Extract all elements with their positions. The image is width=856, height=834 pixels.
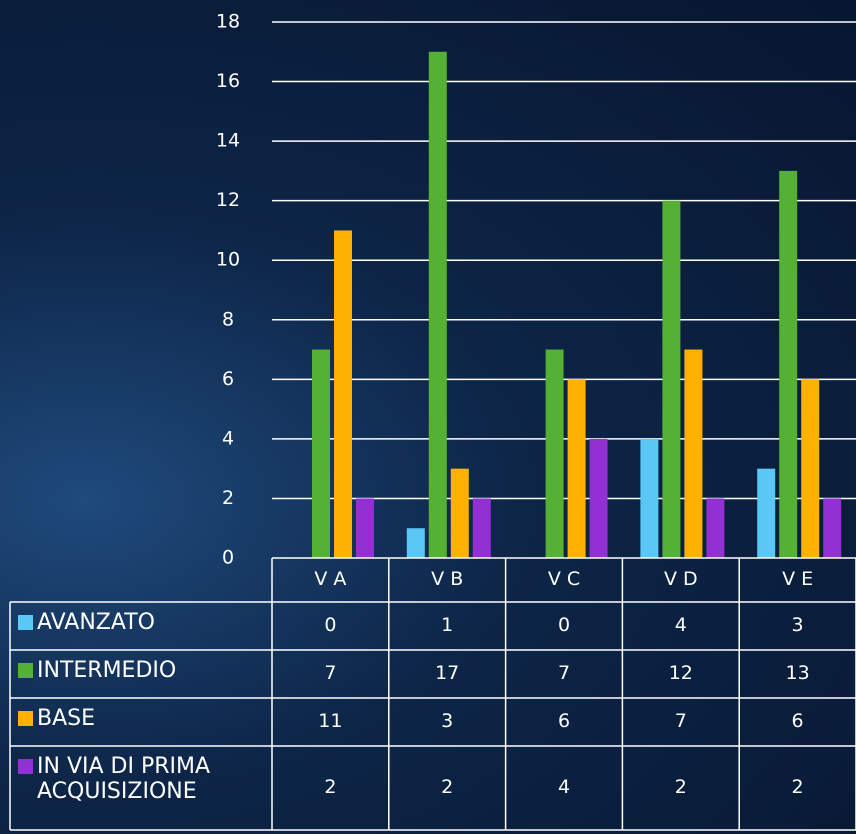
bar — [662, 200, 681, 558]
y-tick-label: 2 — [222, 487, 234, 509]
legend-swatch — [18, 615, 33, 630]
legend-swatch — [18, 759, 33, 774]
y-tick-label: 16 — [216, 70, 240, 92]
table-value: 17 — [435, 662, 460, 685]
table-value: 2 — [791, 776, 804, 799]
bar — [801, 379, 820, 558]
bar — [567, 379, 586, 558]
x-tick-label: V E — [782, 568, 814, 591]
table-value: 0 — [324, 614, 337, 637]
table-value: 3 — [791, 614, 804, 637]
table-value: 2 — [674, 776, 687, 799]
y-tick-label: 18 — [216, 11, 240, 33]
y-tick-label: 0 — [222, 547, 234, 569]
legend-entry: BASE — [10, 698, 272, 746]
y-tick-label: 10 — [216, 249, 240, 271]
bar — [706, 498, 725, 558]
bar — [472, 498, 491, 558]
bar — [356, 498, 374, 558]
y-tick-label: 12 — [216, 189, 240, 211]
table-value: 4 — [557, 776, 571, 799]
table-value: 3 — [441, 710, 454, 733]
y-tick-label: 4 — [222, 427, 234, 449]
bar — [334, 230, 352, 558]
bar — [312, 349, 330, 558]
table-value: 6 — [791, 710, 804, 733]
bar — [406, 528, 425, 558]
table-value: 7 — [557, 662, 571, 685]
table-value: 2 — [441, 776, 454, 799]
table-value: 7 — [674, 710, 687, 733]
y-tick-label: 8 — [222, 308, 234, 330]
table-value: 11 — [318, 710, 343, 733]
table-value: 0 — [557, 614, 571, 637]
y-tick-label: 14 — [216, 130, 240, 152]
table-value: 4 — [674, 614, 687, 637]
bar — [450, 468, 469, 558]
legend-label: INTERMEDIO — [37, 658, 177, 683]
legend-label: AVANZATO — [37, 610, 155, 635]
y-tick-label: 6 — [222, 368, 234, 390]
legend-entry: AVANZATO — [10, 602, 272, 650]
table-value: 2 — [324, 776, 337, 799]
x-tick-label: V D — [663, 568, 698, 591]
x-tick-label: V C — [547, 568, 581, 591]
bar — [823, 498, 842, 558]
legend-entry: INTERMEDIO — [10, 650, 272, 698]
legend-swatch — [18, 663, 33, 678]
table-value: 13 — [785, 662, 810, 685]
bar — [779, 170, 798, 558]
bar — [545, 349, 564, 558]
table-value: 6 — [557, 710, 571, 733]
x-tick-label: V B — [431, 568, 464, 591]
x-tick-label: V A — [314, 568, 347, 591]
legend-entry: IN VIA DI PRIMA ACQUISIZIONE — [10, 746, 272, 830]
bar — [589, 438, 608, 558]
legend-swatch — [18, 711, 33, 726]
bar — [640, 438, 659, 558]
bar — [428, 51, 447, 559]
bar — [684, 349, 703, 558]
legend-label: BASE — [37, 706, 96, 731]
table-value: 7 — [324, 662, 337, 685]
table-value: 12 — [668, 662, 693, 685]
table-value: 1 — [441, 614, 454, 637]
bar — [757, 468, 776, 558]
legend-label: IN VIA DI PRIMA ACQUISIZIONE — [37, 754, 211, 805]
